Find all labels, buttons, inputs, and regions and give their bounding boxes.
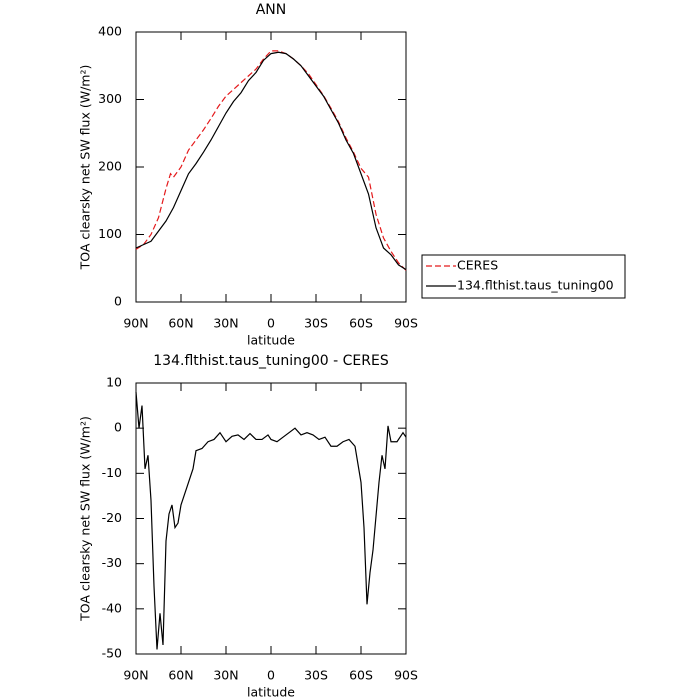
y-tick-label: 10 <box>106 375 122 390</box>
y-tick-label: 0 <box>114 420 122 435</box>
legend-box <box>421 254 626 299</box>
data-line <box>135 391 407 650</box>
x-tick-label: 30N <box>213 316 238 331</box>
data-line <box>135 50 407 271</box>
y-tick-label: 400 <box>98 24 122 39</box>
x-tick-label: 30N <box>213 668 238 683</box>
x-tick-label: 30S <box>304 668 328 683</box>
x-tick-label: 90N <box>123 316 148 331</box>
x-tick-label: 60S <box>349 668 373 683</box>
y-tick-label: -20 <box>102 510 122 525</box>
y-tick-label: -50 <box>102 646 122 661</box>
x-tick-label: 60S <box>349 316 373 331</box>
x-tick-label: 90S <box>394 668 418 683</box>
x-tick-label: 0 <box>267 668 275 683</box>
y-axis-label: TOA clearsky net SW flux (W/m²) <box>78 65 93 271</box>
data-line <box>135 51 407 271</box>
y-tick-label: -10 <box>102 465 122 480</box>
y-tick-label: 200 <box>98 159 122 174</box>
legend-label: CERES <box>457 258 498 273</box>
legend-label: 134.flthist.taus_tuning00 <box>457 278 614 293</box>
x-tick-label: 60N <box>168 668 193 683</box>
x-tick-label: 90N <box>123 668 148 683</box>
x-tick-label: 0 <box>267 316 275 331</box>
plot-frame <box>135 382 407 655</box>
y-axis-label: TOA clearsky net SW flux (W/m²) <box>78 416 93 622</box>
chart-title: 134.flthist.taus_tuning00 - CERES <box>153 353 389 369</box>
y-tick-label: 100 <box>98 226 122 241</box>
x-axis-label: latitude <box>247 685 295 700</box>
y-tick-label: 300 <box>98 91 122 106</box>
x-axis-label: latitude <box>247 333 295 348</box>
x-tick-label: 60N <box>168 316 193 331</box>
y-tick-label: 0 <box>114 294 122 309</box>
x-tick-label: 90S <box>394 316 418 331</box>
plot-frame <box>135 31 407 303</box>
x-tick-label: 30S <box>304 316 328 331</box>
y-tick-label: -30 <box>102 555 122 570</box>
y-tick-label: -40 <box>102 600 122 615</box>
chart-title: ANN <box>256 2 287 18</box>
